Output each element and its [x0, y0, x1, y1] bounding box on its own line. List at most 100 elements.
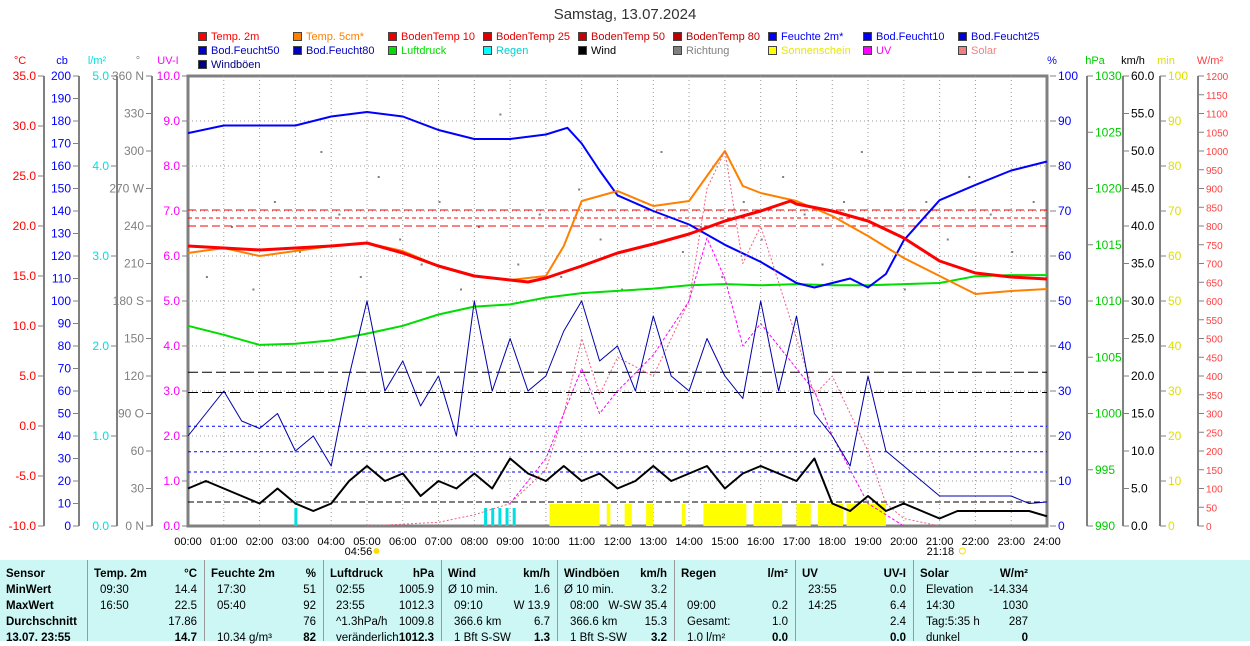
sunshine-bar [606, 504, 611, 526]
x-tick-label: 13:00 [640, 536, 668, 548]
direction-point [821, 263, 824, 266]
direction-point [968, 176, 971, 178]
axis-tick-label-min: 60 [1168, 249, 1182, 263]
axis-tick-label-dir: 180 S [113, 294, 144, 308]
axis-tick-label-wm2: 0 [1206, 522, 1212, 533]
table-column: Windböen km/h Ø 10 min. 3.2 08:00 W-SW 35.4 36… [557, 560, 673, 644]
legend-swatch [293, 32, 302, 41]
axis-unit-hum: % [1047, 55, 1057, 67]
direction-point [721, 276, 724, 278]
axis-tick-label-cb: 160 [51, 159, 71, 173]
series-luftdruck [187, 274, 1047, 346]
table-column: Temp. 2m °C 09:30 14.4 16:50 22.5 17.86 14.7 [87, 560, 203, 644]
axis-tick-label-temp: -5.0 [15, 469, 36, 483]
direction-point [903, 288, 906, 291]
column-header: Regen [681, 568, 717, 580]
direction-point [660, 151, 663, 153]
axis-tick-label-kmh: 0.0 [1131, 519, 1148, 533]
direction-point [842, 201, 845, 203]
direction-point [621, 288, 624, 291]
legend-label: Bod.Feucht80 [306, 45, 375, 57]
cell-label: MaxWert [6, 600, 54, 612]
cell-label: 1 Bft S-SW [570, 632, 627, 644]
table-column: Wind km/h Ø 10 min. 1.6 09:10 W 13.9 366.6 km 6… [441, 560, 556, 644]
axis-tick-label-cb: 20 [58, 474, 72, 488]
axis-tick-label-hpa: 1015 [1095, 238, 1122, 252]
axis-tick-label-wm2: 1100 [1206, 110, 1228, 121]
stats-table: Sensor MinWert MaxWert Durchschnitt 13.07. 2… [0, 560, 1250, 644]
axis-tick-label-temp: 25.0 [13, 169, 37, 183]
axis-tick-label-cb: 40 [58, 429, 72, 443]
axis-tick-label-cb: 170 [51, 137, 71, 151]
x-tick-label: 14:00 [675, 536, 703, 548]
table-column: Sensor MinWert MaxWert Durchschnitt 13.07. 2… [0, 560, 85, 644]
direction-point [1032, 201, 1035, 203]
legend-label: BodenTemp 50 [591, 31, 665, 43]
axis-unit-kmh: km/h [1121, 55, 1145, 67]
direction-point [499, 113, 502, 116]
legend-swatch [198, 60, 207, 69]
legend-item: BodenTemp 10 [388, 31, 475, 43]
axis-tick-label-uv: 10.0 [157, 69, 181, 83]
cell-value: 1.0 [772, 616, 788, 628]
axis-tick-label-cb: 190 [51, 92, 71, 106]
axis-tick-label-cb: 140 [51, 204, 71, 218]
axis-tick-label-hum: 100 [1058, 69, 1078, 83]
axis-tick-label-cb: 90 [58, 317, 72, 331]
axis-tick-label-kmh: 60.0 [1131, 69, 1155, 83]
cell-value: W 13.9 [513, 600, 550, 612]
cell-label: 1 Bft S-SW [454, 632, 511, 644]
axis-tick-label-cb: 180 [51, 114, 71, 128]
direction-point [460, 288, 463, 291]
axis-tick-label-rain: 2.0 [92, 339, 109, 353]
axis-tick-label-min: 0 [1168, 519, 1175, 533]
axis-unit-min: min [1157, 55, 1175, 67]
legend-swatch [673, 46, 682, 55]
column-header: Sensor [6, 568, 45, 580]
cell-label: Ø 10 min. [448, 584, 498, 596]
direction-point [803, 213, 806, 216]
column-header: Wind [448, 568, 476, 580]
table-column: Regen l/m² 09:00 0.2 Gesamt: 1.0 1.0 l/m² 0.0 [674, 560, 794, 644]
axis-tick-label-cb: 110 [52, 272, 71, 286]
cell-value: 0.2 [772, 600, 788, 612]
legend-item: Regen [483, 45, 528, 57]
axis-tick-label-min: 40 [1168, 339, 1182, 353]
axis-unit-dir: ° [136, 55, 140, 67]
axis-tick-label-hum: 30 [1058, 384, 1072, 398]
legend-label: Windböen [211, 59, 261, 71]
legend-label: Temp. 2m [211, 31, 260, 43]
cell-value: 92 [303, 600, 316, 612]
legend-label: Feuchte 2m* [781, 31, 844, 43]
cell-label: 16:50 [100, 600, 129, 612]
cell-value: 1.6 [534, 584, 550, 596]
axis-tick-label-min: 90 [1168, 114, 1182, 128]
sunshine-bar [753, 504, 783, 526]
legend-label: BodenTemp 25 [496, 31, 570, 43]
cell-label: 17:30 [217, 584, 246, 596]
direction-point [205, 276, 208, 278]
table-column: Solar W/m² Elevation -14.334 14:30 1030 Tag:5:… [913, 560, 1034, 644]
axis-tick-label-cb: 120 [51, 249, 71, 263]
legend-item: Temp. 2m [198, 31, 259, 43]
weather-chart: 00:00 01:00 02:00 03:00 04:00 05:00 06:00 07:00… [9, 55, 1229, 558]
cell-value: 287 [1008, 616, 1028, 628]
axis-tick-label-hpa: 1005 [1095, 350, 1122, 364]
axis-tick-label-cb: 200 [51, 69, 71, 83]
x-tick-label: 18:00 [818, 536, 846, 548]
axis-tick-label-min: 30 [1168, 384, 1182, 398]
sunshine-bar [624, 504, 632, 526]
axis-unit-wm2: W/m² [1197, 55, 1224, 67]
legend-swatch [768, 46, 777, 55]
direction-point [438, 201, 441, 203]
legend-item: Wind [578, 45, 616, 57]
table-column: Luftdruck hPa 02:55 1005.9 23:55 1012.3 ^1.3hP… [323, 560, 440, 644]
cell-label: 02:55 [336, 584, 365, 596]
axis-tick-label-temp: 20.0 [13, 219, 37, 233]
series-temp-2m [187, 199, 1048, 284]
axis-tick-label-dir: 60 [131, 444, 145, 458]
cell-value: 0 [1021, 632, 1028, 644]
column-unit: UV-I [883, 568, 906, 580]
sunrise-label: 04:56 [345, 546, 373, 558]
sunshine-bar [549, 504, 600, 526]
